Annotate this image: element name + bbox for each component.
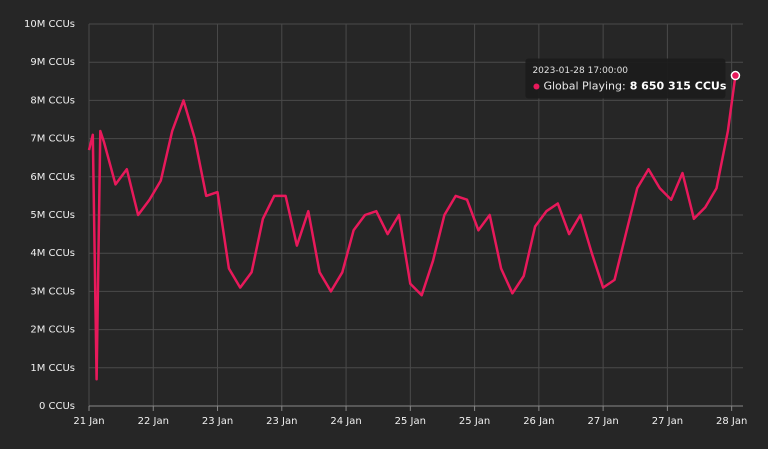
y-tick-label: 0 CCUs: [39, 401, 75, 412]
x-tick-label: 26 Jan: [523, 416, 554, 427]
x-tick-label: 25 Jan: [459, 416, 490, 427]
y-tick-label: 7M CCUs: [30, 134, 75, 145]
y-tick-label: 8M CCUs: [30, 95, 75, 106]
y-tick-label: 1M CCUs: [30, 363, 75, 374]
y-tick-label: 10M CCUs: [24, 19, 75, 30]
x-tick-label: 23 Jan: [266, 416, 297, 427]
y-tick-label: 6M CCUs: [30, 172, 75, 183]
x-tick-label: 28 Jan: [716, 416, 747, 427]
y-tick-label: 4M CCUs: [30, 248, 75, 259]
tooltip-time: 2023-01-28 17:00:00: [532, 66, 628, 76]
tooltip-value: 8 650 315 CCUs: [630, 80, 727, 93]
tooltip-label: Global Playing:: [543, 80, 625, 93]
x-tick-label: 25 Jan: [395, 416, 426, 427]
x-tick-label: 24 Jan: [330, 416, 361, 427]
line-series: [87, 75, 737, 381]
y-tick-label: 5M CCUs: [30, 210, 75, 221]
y-tick-label: 2M CCUs: [30, 325, 75, 336]
x-tick-label: 23 Jan: [202, 416, 233, 427]
tooltip: 2023-01-28 17:00:00 Global Playing: 8 650 …: [525, 58, 727, 99]
hover-marker: [730, 70, 741, 81]
tooltip-box: [525, 58, 726, 99]
x-tick-label: 27 Jan: [587, 416, 618, 427]
y-tick-label: 9M CCUs: [30, 57, 75, 68]
x-tick-label: 21 Jan: [73, 416, 104, 427]
y-tick-label: 3M CCUs: [30, 286, 75, 297]
x-tick-label: 22 Jan: [138, 416, 169, 427]
tooltip-dot: [533, 83, 540, 90]
x-tick-label: 27 Jan: [652, 416, 683, 427]
